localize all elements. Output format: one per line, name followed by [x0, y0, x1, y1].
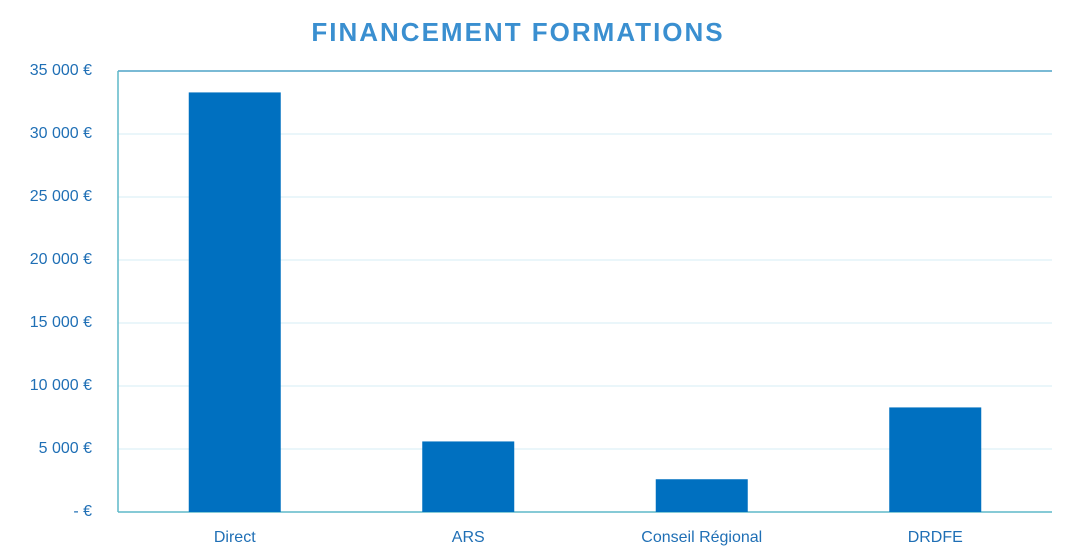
y-tick-label: 5 000 €: [39, 440, 92, 457]
x-tick-label: DRDFE: [908, 529, 963, 546]
bar: [422, 441, 515, 512]
bar: [655, 479, 748, 512]
x-tick-label: Direct: [214, 529, 256, 546]
bar: [188, 92, 281, 513]
bar: [889, 407, 982, 512]
x-tick-label: ARS: [452, 529, 485, 546]
y-tick-label: 10 000 €: [30, 377, 92, 394]
y-tick-label: 15 000 €: [30, 314, 92, 331]
y-tick-label: 25 000 €: [30, 188, 92, 205]
y-tick-label: 20 000 €: [30, 251, 92, 268]
y-tick-label: - €: [73, 503, 92, 520]
chart-title: FINANCEMENT FORMATIONS: [311, 17, 724, 47]
x-tick-label: Conseil Régional: [641, 529, 762, 546]
y-tick-label: 35 000 €: [30, 62, 92, 79]
y-tick-label: 30 000 €: [30, 125, 92, 142]
